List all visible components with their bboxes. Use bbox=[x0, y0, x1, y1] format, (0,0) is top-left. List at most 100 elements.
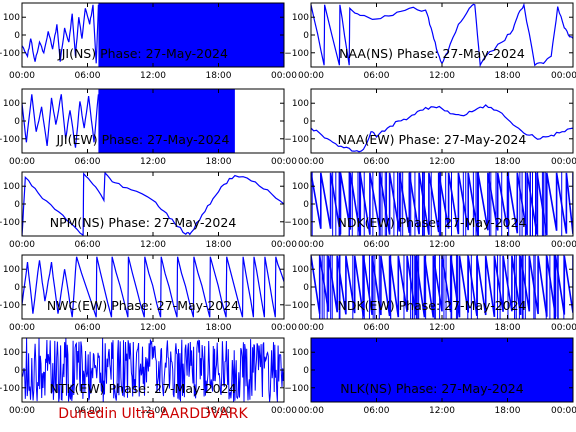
chart-panel: NDK(EW) Phase: 27-May-2024 100 0 −100 00:00 0… bbox=[284, 254, 576, 333]
y-tick-label: −100 bbox=[0, 384, 20, 394]
y-tick-label: −100 bbox=[0, 135, 20, 145]
chart-panel: NLK(NS) Phase: 27-May-2024 100 0 −100 00:00 0… bbox=[284, 337, 576, 416]
plot-area bbox=[22, 256, 284, 318]
y-tick-label: −100 bbox=[284, 301, 309, 311]
y-tick-label: 0 bbox=[14, 117, 20, 127]
y-tick-label: 0 bbox=[14, 31, 20, 41]
saturated-trace bbox=[98, 3, 284, 67]
phase-trace bbox=[22, 172, 284, 236]
phase-trace bbox=[22, 256, 284, 318]
chart-panel: JJI(NS) Phase: 27-May-2024 100 0 −100 00:00 0… bbox=[0, 2, 297, 81]
x-tick-label: 12:00 bbox=[429, 406, 455, 416]
x-tick-label: 00:00 bbox=[551, 323, 576, 333]
chart-panel: NWC(EW) Phase: 27-May-2024 100 0 −100 00:00 0… bbox=[0, 254, 297, 333]
x-tick-label: 06:00 bbox=[75, 240, 101, 250]
x-tick-label: 18:00 bbox=[206, 71, 232, 81]
x-tick-label: 18:00 bbox=[206, 323, 232, 333]
saturated-trace bbox=[98, 89, 235, 153]
saturated-trace bbox=[311, 338, 573, 402]
y-tick-label: 100 bbox=[292, 348, 309, 358]
footer-label: Dunedin Ultra AARDDVARK bbox=[58, 406, 248, 422]
x-tick-label: 06:00 bbox=[364, 157, 390, 167]
x-tick-label: 00:00 bbox=[271, 406, 297, 416]
y-tick-label: −100 bbox=[284, 218, 309, 228]
x-tick-label: 00:00 bbox=[271, 157, 297, 167]
phase-trace bbox=[22, 338, 284, 402]
x-tick-label: 00:00 bbox=[9, 157, 35, 167]
phase-trace bbox=[311, 3, 573, 67]
x-tick-label: 00:00 bbox=[9, 323, 35, 333]
x-tick-label: 00:00 bbox=[551, 240, 576, 250]
phase-trace bbox=[311, 104, 573, 153]
y-tick-label: 0 bbox=[14, 283, 20, 293]
y-tick-label: 100 bbox=[3, 348, 20, 358]
plot-area bbox=[22, 172, 284, 236]
plot-area bbox=[311, 104, 573, 153]
x-tick-label: 00:00 bbox=[551, 71, 576, 81]
x-tick-label: 12:00 bbox=[140, 406, 166, 416]
y-tick-label: −100 bbox=[284, 135, 309, 145]
x-tick-label: 12:00 bbox=[429, 71, 455, 81]
y-tick-label: 0 bbox=[14, 366, 20, 376]
x-tick-label: 12:00 bbox=[140, 157, 166, 167]
panel-title: NAA(NS) Phase: 27-May-2024 bbox=[339, 46, 525, 61]
panel-title: NWC(EW) Phase: 27-May-2024 bbox=[47, 298, 239, 313]
x-tick-label: 00:00 bbox=[551, 157, 576, 167]
x-tick-label: 12:00 bbox=[140, 240, 166, 250]
x-tick-label: 00:00 bbox=[9, 240, 35, 250]
x-tick-label: 00:00 bbox=[551, 406, 576, 416]
chart-panel: NAA(NS) Phase: 27-May-2024 100 0 −100 00:00 0… bbox=[284, 2, 576, 81]
x-tick-label: 00:00 bbox=[298, 406, 324, 416]
x-tick-label: 06:00 bbox=[75, 323, 101, 333]
x-tick-label: 12:00 bbox=[429, 323, 455, 333]
x-tick-label: 00:00 bbox=[298, 323, 324, 333]
x-tick-label: 12:00 bbox=[429, 240, 455, 250]
y-tick-label: 0 bbox=[303, 200, 309, 210]
x-tick-label: 06:00 bbox=[364, 240, 390, 250]
x-tick-label: 00:00 bbox=[298, 71, 324, 81]
phase-trace bbox=[22, 4, 99, 64]
y-tick-label: 0 bbox=[303, 117, 309, 127]
chart-panel: JJI(EW) Phase: 27-May-2024 100 0 −100 00:00 0… bbox=[0, 88, 297, 167]
panels: JJI(NS) Phase: 27-May-20241000−10000:000… bbox=[0, 2, 576, 416]
x-tick-label: 18:00 bbox=[495, 406, 521, 416]
y-tick-label: 100 bbox=[3, 13, 20, 23]
x-tick-label: 06:00 bbox=[364, 323, 390, 333]
plot-area bbox=[22, 89, 235, 153]
plot-area bbox=[22, 338, 284, 402]
x-tick-label: 06:00 bbox=[75, 406, 101, 416]
panel-title: NAA(EW) Phase: 27-May-2024 bbox=[338, 132, 527, 147]
x-tick-label: 00:00 bbox=[271, 323, 297, 333]
x-tick-label: 00:00 bbox=[298, 157, 324, 167]
x-tick-label: 18:00 bbox=[206, 406, 232, 416]
x-tick-label: 12:00 bbox=[140, 323, 166, 333]
y-tick-label: −100 bbox=[0, 301, 20, 311]
chart-panel: NDK(EW) Phase: 27-May-2024 100 0 −100 00:00 0… bbox=[284, 171, 576, 250]
y-tick-label: 100 bbox=[3, 182, 20, 192]
x-tick-label: 12:00 bbox=[429, 157, 455, 167]
y-tick-label: −100 bbox=[284, 49, 309, 59]
y-tick-label: 0 bbox=[303, 31, 309, 41]
x-tick-label: 18:00 bbox=[495, 71, 521, 81]
panel-title: NPM(NS) Phase: 27-May-2024 bbox=[50, 215, 237, 230]
chart-panel: NPM(NS) Phase: 27-May-2024 100 0 −100 00:00 0… bbox=[0, 171, 297, 250]
phase-trace bbox=[22, 94, 99, 148]
y-tick-label: 100 bbox=[292, 265, 309, 275]
y-tick-label: 100 bbox=[3, 265, 20, 275]
y-tick-label: −100 bbox=[0, 49, 20, 59]
x-tick-label: 00:00 bbox=[271, 71, 297, 81]
y-tick-label: 100 bbox=[3, 99, 20, 109]
y-tick-label: −100 bbox=[0, 218, 20, 228]
y-tick-label: 100 bbox=[292, 99, 309, 109]
chart-panel: NAA(EW) Phase: 27-May-2024 100 0 −100 00:00 0… bbox=[284, 88, 576, 167]
chart-panel: NTK(EW) Phase: 27-May-2024 100 0 −100 00:00 0… bbox=[0, 337, 297, 416]
y-tick-label: −100 bbox=[284, 384, 309, 394]
panel-title: JJI(NS) Phase: 27-May-2024 bbox=[57, 46, 228, 61]
y-tick-label: 100 bbox=[292, 13, 309, 23]
x-tick-label: 18:00 bbox=[495, 240, 521, 250]
panel-title: JJI(EW) Phase: 27-May-2024 bbox=[56, 132, 230, 147]
panel-title: NTK(EW) Phase: 27-May-2024 bbox=[49, 381, 236, 396]
y-tick-label: 0 bbox=[14, 200, 20, 210]
x-tick-label: 12:00 bbox=[140, 71, 166, 81]
